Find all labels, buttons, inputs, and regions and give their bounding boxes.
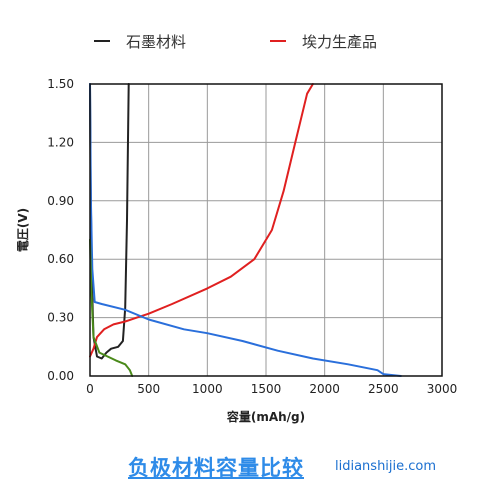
y-tick-label: 1.50	[47, 77, 74, 91]
series-line-2	[89, 83, 402, 377]
x-tick-label: 2000	[309, 382, 340, 396]
x-tick-label: 0	[86, 382, 94, 396]
y-tick-label: 0.00	[47, 369, 74, 383]
series-line-1	[89, 83, 314, 358]
y-tick-label: 0.30	[47, 311, 74, 325]
y-tick-label: 0.90	[47, 194, 74, 208]
plot-frame	[89, 83, 443, 377]
watermark-text: lidianshijie.com	[335, 459, 437, 474]
chart-caption: 负极材料容量比较	[128, 456, 304, 480]
x-tick-label: 1500	[251, 382, 282, 396]
y-axis-label: 電圧(V)	[16, 208, 30, 252]
legend: 石墨材料 埃力生產品	[94, 33, 377, 51]
y-tick-label: 1.20	[47, 135, 74, 149]
grid	[89, 83, 443, 377]
y-tick-label: 0.60	[47, 252, 74, 266]
x-tick-label: 1000	[192, 382, 223, 396]
legend-label-1: 埃力生產品	[302, 33, 377, 51]
legend-label-0: 石墨材料	[126, 33, 186, 51]
y-tick-labels: 0.00 0.30 0.60 0.90 1.20 1.50	[47, 77, 74, 383]
voltage-capacity-chart: 0 500 1000 1500 2000 2500 3000 0.00 0.30 0.60 0.9…	[16, 33, 457, 424]
x-axis-label: 容量(mAh/g)	[226, 409, 305, 424]
x-tick-labels: 0 500 1000 1500 2000 2500 3000	[86, 382, 457, 396]
x-tick-label: 500	[137, 382, 160, 396]
series-layer	[89, 83, 402, 377]
series-line-3	[89, 238, 134, 377]
x-tick-label: 3000	[427, 382, 458, 396]
x-tick-label: 2500	[368, 382, 399, 396]
